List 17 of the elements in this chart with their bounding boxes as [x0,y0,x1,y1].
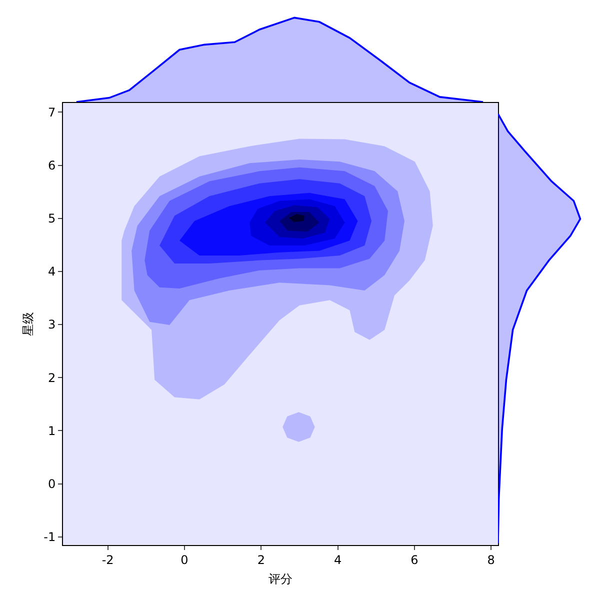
y-tick-label: 1 [48,424,56,438]
y-tick-label: 3 [48,318,56,332]
y-tick-label: 0 [48,476,56,491]
x-tick-label: -2 [102,553,114,568]
x-tick-label: 2 [257,553,265,568]
x-tick-label: 6 [410,553,418,568]
y-tick-label: 6 [48,158,56,172]
y-tick-label: 2 [48,370,56,385]
y-axis-title: 星级 [20,312,35,336]
y-tick-label: 5 [48,212,56,226]
y-tick-label: 4 [48,264,56,279]
y-tick-label: -1 [44,530,56,544]
x-tick-label: 0 [180,553,188,568]
x-axis-title: 评分 [268,572,292,586]
x-tick-label: 4 [334,553,342,568]
y-tick-label: 7 [48,105,56,120]
x-tick-label: 8 [487,553,495,568]
